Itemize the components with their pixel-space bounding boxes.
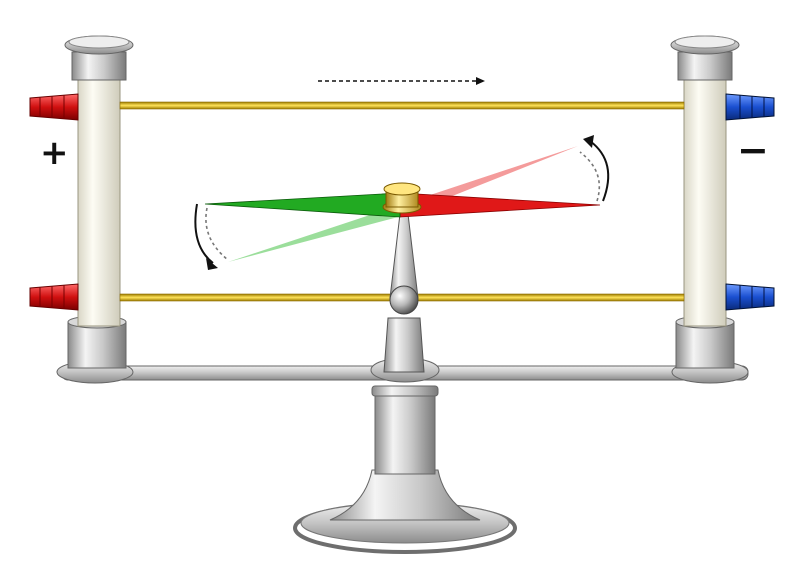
negative-terminal-top[interactable] [725,93,775,121]
positive-terminal-bottom[interactable] [29,283,79,311]
right-pillar [670,35,740,369]
compass-support [383,213,425,373]
positive-terminal-top[interactable] [29,93,79,121]
stand-base [293,385,517,554]
negative-terminal-bottom[interactable] [725,283,775,311]
rotation-arc-left [194,203,229,270]
rotation-arc-right [579,135,610,202]
needle-pivot-cap [382,182,422,214]
positive-sign: + [40,133,69,173]
top-wire [119,101,685,110]
left-pillar [64,35,134,369]
negative-sign: − [737,128,769,172]
